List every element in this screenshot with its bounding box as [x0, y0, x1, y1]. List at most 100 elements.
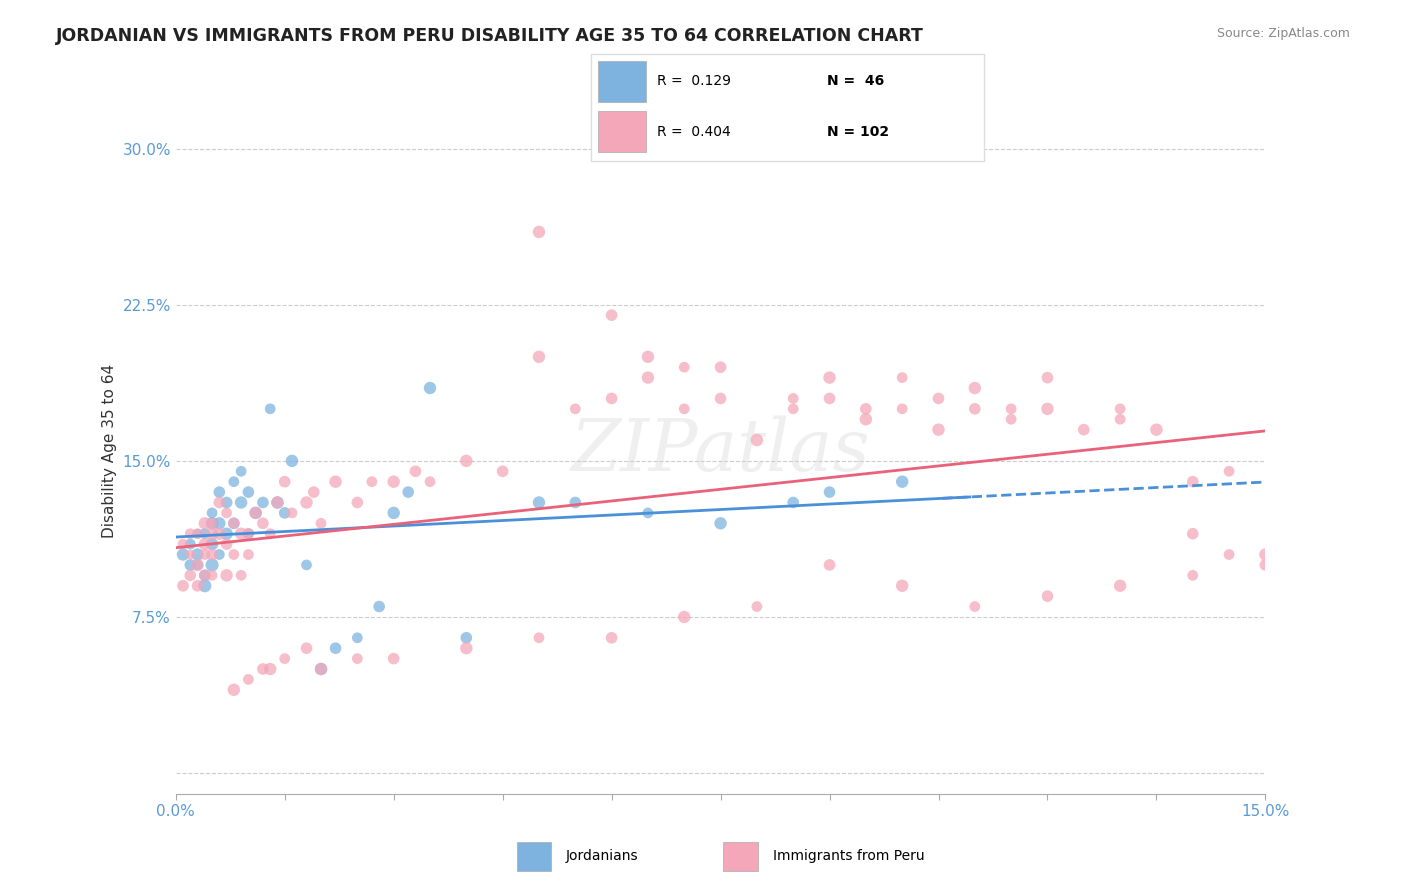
Point	[201, 516, 224, 531]
Point	[1109, 579, 1132, 593]
Point	[396, 485, 419, 500]
Point	[782, 495, 804, 509]
Point	[782, 392, 804, 406]
Point	[259, 401, 281, 416]
Point	[673, 360, 696, 375]
Point	[208, 516, 231, 531]
Point	[295, 641, 318, 656]
Point	[564, 401, 586, 416]
Point	[238, 526, 260, 541]
Point	[194, 568, 217, 582]
Point	[309, 662, 332, 676]
Point	[194, 537, 217, 551]
Point	[215, 506, 238, 520]
Point	[527, 350, 550, 364]
Point	[215, 568, 238, 582]
Point	[527, 631, 550, 645]
Point	[419, 475, 441, 489]
Point	[172, 548, 194, 562]
Point	[891, 401, 914, 416]
Point	[818, 392, 841, 406]
Point	[928, 423, 950, 437]
Point	[963, 401, 986, 416]
Point	[186, 526, 209, 541]
Point	[208, 526, 231, 541]
Text: Jordanians: Jordanians	[565, 849, 638, 863]
Point	[963, 599, 986, 614]
Point	[745, 599, 768, 614]
Point	[1109, 412, 1132, 426]
FancyBboxPatch shape	[599, 112, 645, 152]
Text: Immigrants from Peru: Immigrants from Peru	[773, 849, 924, 863]
Point	[215, 495, 238, 509]
Point	[1254, 548, 1277, 562]
Point	[222, 548, 245, 562]
Point	[281, 506, 304, 520]
Point	[259, 526, 281, 541]
Point	[309, 516, 332, 531]
Point	[231, 464, 253, 478]
Point	[215, 526, 238, 541]
Point	[360, 475, 382, 489]
Point	[201, 516, 224, 531]
Point	[309, 662, 332, 676]
Point	[1000, 412, 1022, 426]
Point	[1181, 526, 1204, 541]
Point	[600, 631, 623, 645]
Point	[231, 568, 253, 582]
Point	[1146, 423, 1168, 437]
Point	[818, 485, 841, 500]
Point	[186, 558, 209, 572]
Point	[295, 495, 318, 509]
Point	[891, 370, 914, 384]
Point	[201, 558, 224, 572]
Point	[325, 641, 347, 656]
Point	[201, 526, 224, 541]
FancyBboxPatch shape	[591, 54, 984, 161]
Text: JORDANIAN VS IMMIGRANTS FROM PERU DISABILITY AGE 35 TO 64 CORRELATION CHART: JORDANIAN VS IMMIGRANTS FROM PERU DISABI…	[56, 27, 924, 45]
Point	[274, 651, 297, 665]
Point	[1109, 401, 1132, 416]
Point	[564, 495, 586, 509]
Point	[215, 537, 238, 551]
Point	[222, 475, 245, 489]
Text: Source: ZipAtlas.com: Source: ZipAtlas.com	[1216, 27, 1350, 40]
Text: R =  0.404: R = 0.404	[658, 125, 731, 138]
Point	[194, 526, 217, 541]
Point	[710, 360, 733, 375]
Point	[346, 631, 368, 645]
Point	[222, 682, 245, 697]
Point	[231, 495, 253, 509]
Point	[346, 495, 368, 509]
Point	[252, 495, 274, 509]
Point	[1254, 558, 1277, 572]
Point	[194, 548, 217, 562]
Point	[274, 475, 297, 489]
FancyBboxPatch shape	[517, 842, 551, 871]
Point	[527, 225, 550, 239]
Point	[855, 401, 877, 416]
Point	[274, 506, 297, 520]
Point	[186, 558, 209, 572]
Point	[600, 308, 623, 322]
Point	[1036, 589, 1059, 603]
Point	[405, 464, 427, 478]
Text: ZIPatlas: ZIPatlas	[571, 415, 870, 486]
Point	[201, 506, 224, 520]
Point	[222, 516, 245, 531]
Point	[201, 548, 224, 562]
Point	[745, 433, 768, 447]
Point	[928, 392, 950, 406]
Point	[382, 506, 405, 520]
Point	[1181, 568, 1204, 582]
Point	[172, 537, 194, 551]
Point	[238, 526, 260, 541]
Point	[673, 401, 696, 416]
Point	[382, 475, 405, 489]
Point	[492, 464, 515, 478]
Point	[201, 537, 224, 551]
Point	[456, 631, 478, 645]
Point	[891, 475, 914, 489]
Point	[208, 548, 231, 562]
Point	[637, 370, 659, 384]
